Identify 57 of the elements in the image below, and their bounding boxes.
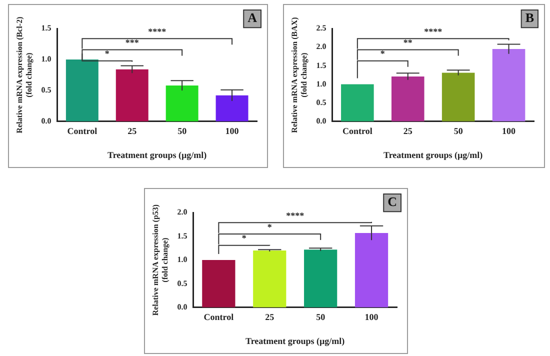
- bar: [66, 60, 98, 122]
- x-tick-label: Control: [342, 126, 373, 136]
- y-tick-label: 0.0: [41, 116, 52, 126]
- x-tick-label: Control: [67, 126, 98, 136]
- annotation: **: [403, 38, 413, 48]
- y-tick-label: 0.5: [41, 86, 52, 95]
- bar: [492, 49, 526, 122]
- x-tick-label: 100: [502, 126, 516, 136]
- annotation: ****: [424, 26, 443, 36]
- annotation: ****: [286, 210, 305, 220]
- bar: [341, 84, 374, 122]
- y-tick-label: 1.5: [316, 60, 326, 70]
- y-tick-label: 2.0: [177, 208, 188, 217]
- bar: [391, 76, 424, 122]
- y-axis-title: Relative mRNA expression (Bcl-2) (fold change): [14, 16, 34, 134]
- bar: [304, 250, 338, 308]
- x-axis-title: Treatment groups (µg/ml): [384, 150, 483, 160]
- chart-title: C: [388, 194, 397, 210]
- chart-title: A: [248, 10, 258, 26]
- x-tick-label: Control: [204, 312, 234, 322]
- x-axis-title: Treatment groups (µg/ml): [246, 336, 345, 346]
- y-tick-label: 1.5: [41, 24, 52, 33]
- x-tick-label: 100: [364, 312, 379, 322]
- annotation: *: [380, 48, 386, 59]
- y-tick-label: 2.5: [316, 24, 326, 33]
- x-tick-label: 50: [316, 312, 326, 322]
- x-tick-label: 25: [265, 312, 275, 322]
- y-tick-label: 0.5: [177, 278, 188, 288]
- bar: [354, 232, 388, 308]
- annotation: ****: [148, 26, 167, 36]
- annotation: *: [242, 233, 247, 244]
- y-tick-label: 1.0: [177, 255, 188, 264]
- bar: [216, 95, 248, 122]
- bar: [116, 69, 148, 122]
- y-tick-label: 1.5: [177, 231, 188, 240]
- x-tick-label: 25: [128, 126, 138, 136]
- y-axis-title: Relative mRNA expression (BAX) (fold change): [290, 16, 308, 133]
- y-tick-label: 1.0: [316, 79, 326, 88]
- bar: [253, 250, 286, 308]
- x-tick-label: 25: [403, 126, 413, 136]
- bar: [166, 86, 198, 122]
- y-tick-label: 0.0: [177, 302, 188, 312]
- x-tick-label: 50: [454, 126, 464, 136]
- annotation: *: [267, 222, 272, 232]
- y-tick-label: 2.0: [316, 42, 326, 52]
- y-tick-label: 0.5: [316, 98, 326, 107]
- bar: [442, 72, 475, 122]
- y-tick-label: 1.0: [41, 54, 52, 64]
- x-tick-label: 100: [225, 126, 240, 136]
- x-axis-title: Treatment groups (µg/ml): [108, 150, 207, 160]
- bar: [202, 260, 236, 308]
- y-tick-label: 0.0: [316, 116, 326, 126]
- annotation: ***: [125, 38, 140, 48]
- annotation: *: [104, 48, 110, 59]
- x-tick-label: 50: [178, 126, 188, 136]
- y-axis-title: Relative mRNA expression (p53) (fold change): [150, 204, 170, 316]
- chart-title: B: [525, 10, 534, 26]
